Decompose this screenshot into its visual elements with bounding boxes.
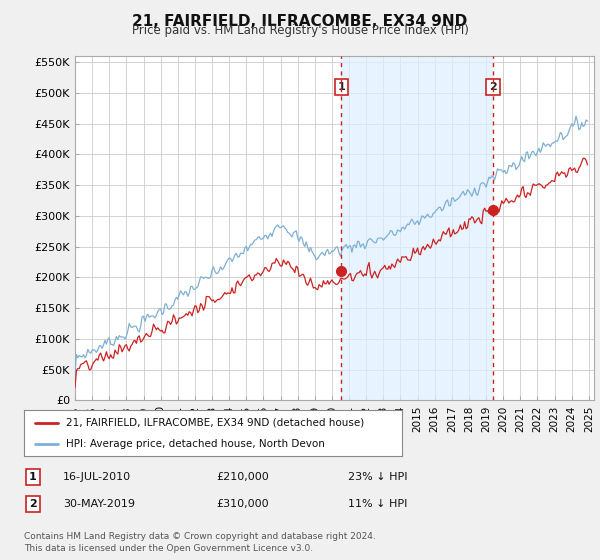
Text: 2: 2 xyxy=(29,499,37,509)
Text: 21, FAIRFIELD, ILFRACOMBE, EX34 9ND: 21, FAIRFIELD, ILFRACOMBE, EX34 9ND xyxy=(133,14,467,29)
Text: Price paid vs. HM Land Registry's House Price Index (HPI): Price paid vs. HM Land Registry's House … xyxy=(131,24,469,37)
Text: Contains HM Land Registry data © Crown copyright and database right 2024.
This d: Contains HM Land Registry data © Crown c… xyxy=(24,532,376,553)
Text: 23% ↓ HPI: 23% ↓ HPI xyxy=(348,472,407,482)
Text: 2: 2 xyxy=(489,82,497,92)
Text: 21, FAIRFIELD, ILFRACOMBE, EX34 9ND (detached house): 21, FAIRFIELD, ILFRACOMBE, EX34 9ND (det… xyxy=(65,418,364,428)
Text: 16-JUL-2010: 16-JUL-2010 xyxy=(63,472,131,482)
Text: £310,000: £310,000 xyxy=(216,499,269,509)
Text: £210,000: £210,000 xyxy=(216,472,269,482)
Bar xyxy=(341,56,493,400)
Text: 11% ↓ HPI: 11% ↓ HPI xyxy=(348,499,407,509)
Text: 30-MAY-2019: 30-MAY-2019 xyxy=(63,499,135,509)
Text: 1: 1 xyxy=(337,82,345,92)
Text: HPI: Average price, detached house, North Devon: HPI: Average price, detached house, Nort… xyxy=(65,439,325,449)
Text: 1: 1 xyxy=(29,472,37,482)
